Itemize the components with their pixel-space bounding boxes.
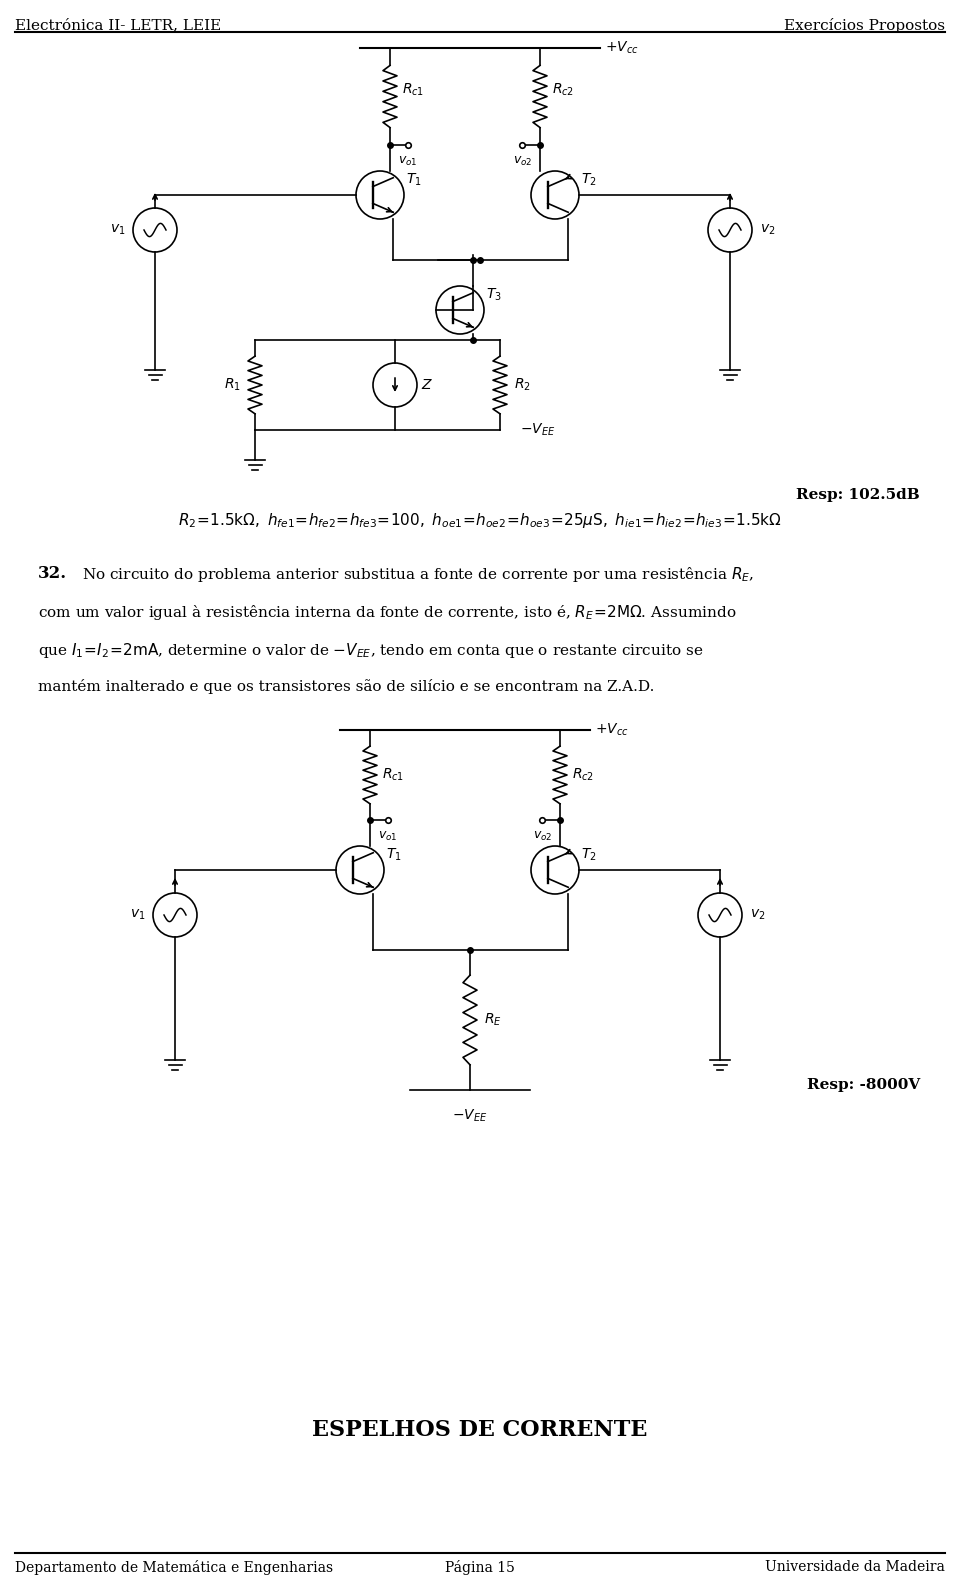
Text: $v_1$: $v_1$: [109, 223, 125, 237]
Text: $R_{c2}$: $R_{c2}$: [572, 766, 594, 784]
Text: $R_E$: $R_E$: [484, 1012, 502, 1029]
Text: $T_3$: $T_3$: [486, 287, 502, 304]
Text: que $I_1\!=\!I_2\!=\!2\mathrm{mA}$, determine o valor de $-V_{EE}$, tendo em con: que $I_1\!=\!I_2\!=\!2\mathrm{mA}$, dete…: [38, 641, 704, 660]
Text: $+V_{cc}$: $+V_{cc}$: [595, 722, 629, 738]
Text: $-V_{EE}$: $-V_{EE}$: [452, 1108, 488, 1124]
Text: $T_1$: $T_1$: [386, 847, 401, 863]
Text: $v_2$: $v_2$: [750, 907, 765, 923]
Text: Electrónica II- LETR, LEIE: Electrónica II- LETR, LEIE: [15, 17, 221, 32]
Text: $v_2$: $v_2$: [760, 223, 776, 237]
Text: ESPELHOS DE CORRENTE: ESPELHOS DE CORRENTE: [312, 1418, 648, 1441]
Text: $v_{o1}$: $v_{o1}$: [378, 829, 397, 844]
Text: Resp: 102.5dB: Resp: 102.5dB: [796, 488, 920, 502]
Text: $R_{c1}$: $R_{c1}$: [382, 766, 404, 784]
Text: $v_{o1}$: $v_{o1}$: [398, 155, 418, 168]
Text: Universidade da Madeira: Universidade da Madeira: [765, 1559, 945, 1574]
Text: $Z$: $Z$: [421, 378, 433, 393]
Text: Resp: -8000V: Resp: -8000V: [806, 1078, 920, 1092]
Text: No circuito do problema anterior substitua a fonte de corrente por uma resistênc: No circuito do problema anterior substit…: [82, 565, 755, 584]
Text: $R_{c2}$: $R_{c2}$: [552, 82, 574, 98]
Text: $T_1$: $T_1$: [406, 173, 421, 188]
Text: Exercícios Propostos: Exercícios Propostos: [784, 17, 945, 33]
Text: $R_2\!=\!1.5\mathrm{k}\Omega,\ h_{fe1}\!=\!h_{fe2}\!=\!h_{fe3}\!=\!100,\ h_{oe1}: $R_2\!=\!1.5\mathrm{k}\Omega,\ h_{fe1}\!…: [179, 510, 781, 529]
Text: $T_2$: $T_2$: [581, 173, 597, 188]
Text: mantém inalterado e que os transistores são de silício e se encontram na Z.A.D.: mantém inalterado e que os transistores …: [38, 679, 655, 693]
Text: Departamento de Matemática e Engenharias: Departamento de Matemática e Engenharias: [15, 1559, 333, 1575]
Text: com um valor igual à resistência interna da fonte de corrente, isto é, $R_E\!=\!: com um valor igual à resistência interna…: [38, 603, 736, 622]
Text: $+V_{cc}$: $+V_{cc}$: [605, 40, 638, 57]
Text: $-V_{EE}$: $-V_{EE}$: [520, 421, 556, 438]
Text: $v_1$: $v_1$: [130, 907, 145, 923]
Text: $v_{o2}$: $v_{o2}$: [513, 155, 532, 168]
Text: $R_1$: $R_1$: [224, 377, 241, 393]
Text: $T_2$: $T_2$: [581, 847, 597, 863]
Text: 32.: 32.: [38, 565, 67, 583]
Text: $R_{c1}$: $R_{c1}$: [402, 82, 424, 98]
Text: $R_2$: $R_2$: [514, 377, 531, 393]
Text: $v_{o2}$: $v_{o2}$: [533, 829, 552, 844]
Text: Página 15: Página 15: [445, 1559, 515, 1575]
